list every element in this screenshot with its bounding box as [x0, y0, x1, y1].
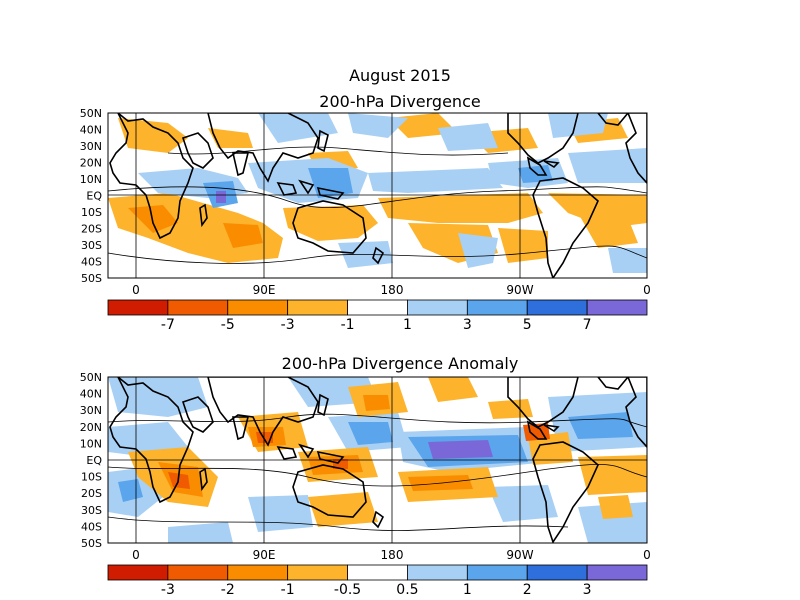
lat-label: 30N	[80, 140, 102, 153]
lat-label: 40S	[81, 520, 102, 533]
lat-label: 20N	[80, 421, 102, 434]
top-map-panel	[107, 112, 648, 279]
lat-label: 10N	[80, 173, 102, 186]
lat-label: 20S	[81, 487, 102, 500]
bottom-axis-labels: 50N 40N 30N 20N 10N EQ 10S 20S 30S 40S 50S 0 90E 180 9…	[80, 371, 651, 562]
lat-label: 30N	[80, 404, 102, 417]
lat-label: 50S	[81, 537, 102, 550]
colorbar-swatch	[227, 299, 289, 316]
colorbar-label: 3	[583, 582, 592, 598]
colorbar-label: 7	[583, 317, 592, 333]
lon-label: 0	[643, 548, 651, 562]
colorbar-swatch	[107, 299, 169, 316]
lon-label: 0	[132, 283, 140, 297]
lat-label: 50N	[80, 107, 102, 120]
colorbar-swatch	[227, 564, 289, 581]
lat-label: 20N	[80, 157, 102, 170]
lat-label: 30S	[81, 239, 102, 252]
colorbar-label: -1	[281, 582, 295, 598]
top-axis-labels: 50N 40N 30N 20N 10N EQ 10S 20S 30S 40S 50S 0 90E 180 9…	[80, 107, 651, 297]
colorbar-swatch	[287, 299, 348, 316]
colorbar-swatch	[466, 564, 528, 581]
lat-label: 30S	[81, 504, 102, 517]
lon-label: 90W	[506, 283, 533, 297]
top-shading	[108, 113, 647, 278]
lat-label: 20S	[81, 223, 102, 236]
colorbar-swatch	[107, 564, 169, 581]
top-panel-title: 200-hPa Divergence	[319, 92, 481, 111]
colorbar-swatch	[526, 299, 588, 316]
top-colorbar: -7 -5 -3 -1 1 3 5 7	[107, 299, 648, 333]
figure-date-title: August 2015	[349, 66, 451, 85]
lon-label: 180	[381, 548, 404, 562]
colorbar-swatch	[347, 299, 408, 316]
bottom-panel-title: 200-hPa Divergence Anomaly	[281, 354, 519, 373]
colorbar-label: 2	[523, 582, 532, 598]
lat-label: 40N	[80, 388, 102, 401]
colorbar-swatch	[167, 564, 229, 581]
lat-label: 10S	[81, 206, 102, 219]
colorbar-swatch	[526, 564, 588, 581]
lon-label: 0	[643, 283, 651, 297]
colorbar-label: 3	[463, 317, 472, 333]
colorbar-swatch	[466, 299, 528, 316]
colorbar-label: -5	[221, 317, 235, 333]
lat-label: 10N	[80, 437, 102, 450]
colorbar-label: -2	[221, 582, 235, 598]
colorbar-label: 0.5	[396, 582, 418, 598]
lat-label: 40N	[80, 124, 102, 137]
colorbar-label: -1	[341, 317, 355, 333]
colorbar-label: 1	[403, 317, 412, 333]
lat-label: EQ	[86, 454, 102, 467]
lon-label: 90W	[506, 548, 533, 562]
bottom-shading	[108, 377, 647, 543]
colorbar-label: -7	[161, 317, 175, 333]
colorbar-swatch	[407, 299, 468, 316]
lon-label: 90E	[253, 283, 276, 297]
colorbar-label: 5	[523, 317, 532, 333]
colorbar-swatch	[287, 564, 348, 581]
lat-label: 50S	[81, 272, 102, 285]
colorbar-label: -3	[281, 317, 295, 333]
colorbar-swatch	[586, 564, 648, 581]
colorbar-label: -3	[161, 582, 175, 598]
colorbar-swatch	[167, 299, 229, 316]
bottom-colorbar: -3 -2 -1 -0.5 0.5 1 2 3	[107, 564, 648, 598]
colorbar-swatch	[586, 299, 648, 316]
colorbar-label: -0.5	[334, 582, 361, 598]
lat-label: 40S	[81, 256, 102, 269]
lat-label: 50N	[80, 371, 102, 384]
lon-label: 0	[132, 548, 140, 562]
lat-label: 10S	[81, 471, 102, 484]
colorbar-swatch	[347, 564, 408, 581]
colorbar-swatch	[407, 564, 468, 581]
lon-label: 90E	[253, 548, 276, 562]
lat-label: EQ	[86, 190, 102, 203]
bottom-map-panel	[107, 376, 648, 544]
colorbar-label: 1	[463, 582, 472, 598]
lon-label: 180	[381, 283, 404, 297]
